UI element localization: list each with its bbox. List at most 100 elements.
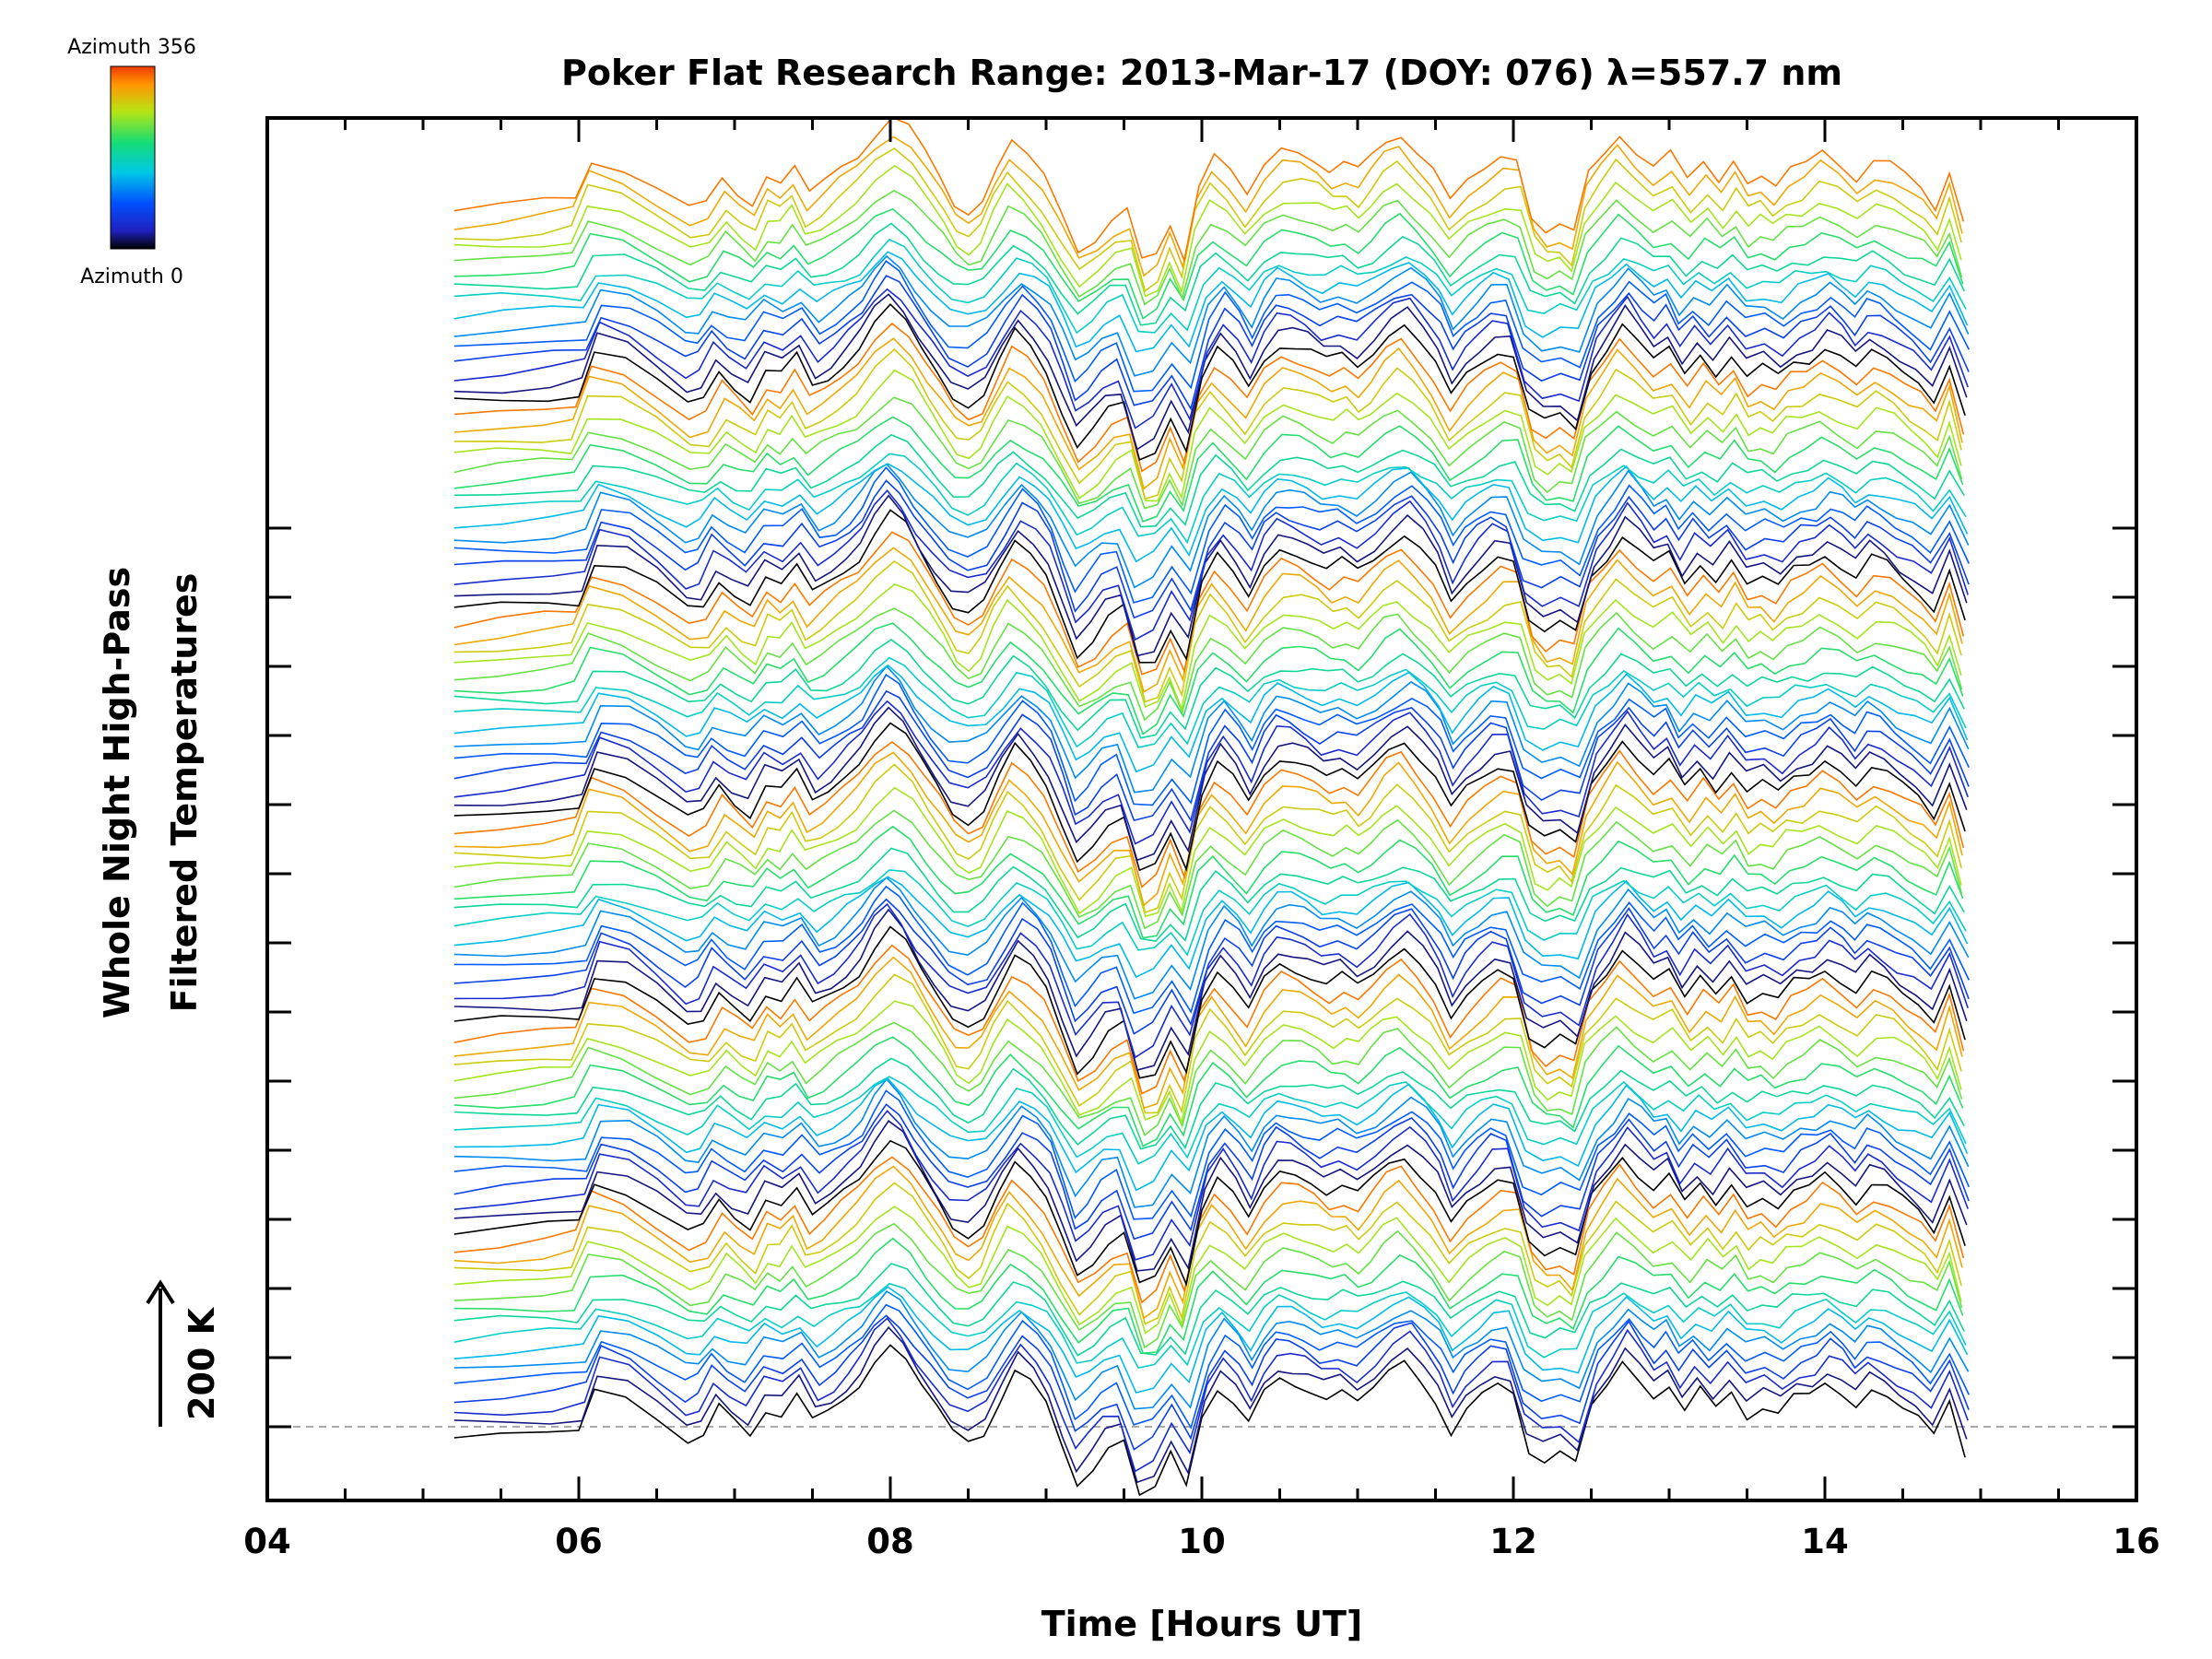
series-line: [453, 1286, 1969, 1394]
x-axis-label: Time [Hours UT]: [1041, 1604, 1363, 1644]
series-line: [453, 1317, 1969, 1473]
series-line: [453, 1120, 1968, 1272]
series-line: [453, 303, 1966, 461]
series-line: [453, 582, 1962, 712]
series-line: [453, 722, 1966, 872]
series-line: [453, 1344, 1966, 1497]
y-axis-label-line1: Whole Night High-Pass: [97, 567, 137, 1018]
series-line: [453, 260, 1971, 393]
series-line: [453, 825, 1964, 939]
series-line: [453, 689, 1970, 823]
series-line: [453, 673, 1971, 806]
series-line: [453, 656, 1967, 748]
series-line: [453, 416, 1964, 523]
colorbar-label-bottom: Azimuth 0: [80, 265, 183, 288]
series-line: [453, 1290, 1970, 1410]
colorbar-legend: Azimuth 356 Azimuth 0: [67, 36, 196, 288]
series-line: [453, 898, 1970, 1035]
series-line: [453, 763, 1962, 914]
series-line: [453, 1282, 1967, 1370]
series-line: [453, 877, 1970, 1000]
series-line: [453, 751, 1963, 907]
series-line: [453, 275, 1970, 411]
series-line: [453, 531, 1965, 676]
series-line: [453, 1222, 1963, 1349]
series-line: [453, 847, 1965, 942]
series-line: [453, 337, 1963, 490]
series-line: [453, 740, 1965, 888]
series-line: [453, 494, 1968, 657]
series-line: [453, 925, 1966, 1079]
series-line: [453, 488, 1969, 641]
series-line: [453, 1139, 1966, 1287]
series-line: [453, 207, 1964, 320]
series-line: [453, 254, 1970, 377]
series-line: [453, 1156, 1965, 1304]
series-line: [453, 956, 1963, 1110]
series-line: [453, 1165, 1963, 1320]
series-line: [453, 1089, 1971, 1220]
x-tick-label: 04: [243, 1522, 291, 1561]
series-line: [453, 238, 1967, 335]
series-line: [453, 869, 1967, 957]
series-line: [453, 1325, 1968, 1484]
series-line: [453, 479, 1970, 619]
x-tick-label: 16: [2112, 1522, 2160, 1561]
series-line: [453, 560, 1962, 703]
series-line: [453, 1077, 1970, 1208]
scale-bar-label: 200 K: [182, 1306, 222, 1420]
series-line: [453, 902, 1969, 1059]
series-line: [453, 1303, 1971, 1430]
scale-bar: 200 K: [146, 1279, 222, 1427]
series-line: [453, 369, 1962, 502]
series-group: [453, 118, 1971, 1497]
colorbar: [110, 65, 156, 250]
series-line: [453, 1076, 1967, 1165]
y-axis-label-line2: Filtered Temperatures: [164, 573, 205, 1013]
series-line: [453, 876, 1969, 979]
series-line: [453, 1057, 1965, 1150]
series-line: [453, 1263, 1965, 1357]
series-line: [453, 164, 1962, 298]
colorbar-label-top: Azimuth 356: [67, 36, 196, 59]
series-line: [453, 453, 1967, 545]
series-line: [453, 322, 1965, 473]
series-line: [453, 1110, 1969, 1261]
series-line: [453, 1314, 1970, 1451]
series-line: [453, 466, 1971, 604]
series-line: [453, 1206, 1962, 1335]
series-line: [453, 607, 1963, 722]
series-line: [453, 293, 1968, 451]
series-line: [453, 1036, 1964, 1147]
series-line: [453, 700, 1969, 845]
series-line: [453, 973, 1962, 1114]
series-line: [453, 1103, 1970, 1241]
series-line: [453, 251, 1969, 353]
series-line: [453, 664, 1969, 773]
series-line: [453, 509, 1966, 664]
series-line: [453, 547, 1963, 693]
series-line: [453, 885, 1971, 1015]
series-line: [453, 347, 1962, 500]
series-line: [453, 809, 1963, 930]
plot-frame: [265, 116, 2138, 1502]
x-tick-label: 08: [866, 1522, 914, 1561]
series-line: [453, 706, 1968, 862]
series-line: [453, 433, 1965, 528]
series-line: [453, 118, 1965, 264]
chart-title: Poker Flat Research Range: 2013-Mar-17 (…: [561, 53, 1842, 93]
series-line: [453, 189, 1963, 306]
series-line: [453, 786, 1962, 918]
series-line: [453, 396, 1963, 510]
series-line: [453, 288, 1969, 429]
series-line: [453, 639, 1965, 739]
series-line: [453, 463, 1970, 589]
series-line: [453, 1000, 1962, 1126]
series-line: [453, 135, 1963, 277]
x-tick-label: 06: [555, 1522, 603, 1561]
series-line: [453, 147, 1962, 293]
series-line: [453, 665, 1970, 794]
series-line: [453, 1077, 1969, 1192]
series-line: [453, 1021, 1963, 1137]
